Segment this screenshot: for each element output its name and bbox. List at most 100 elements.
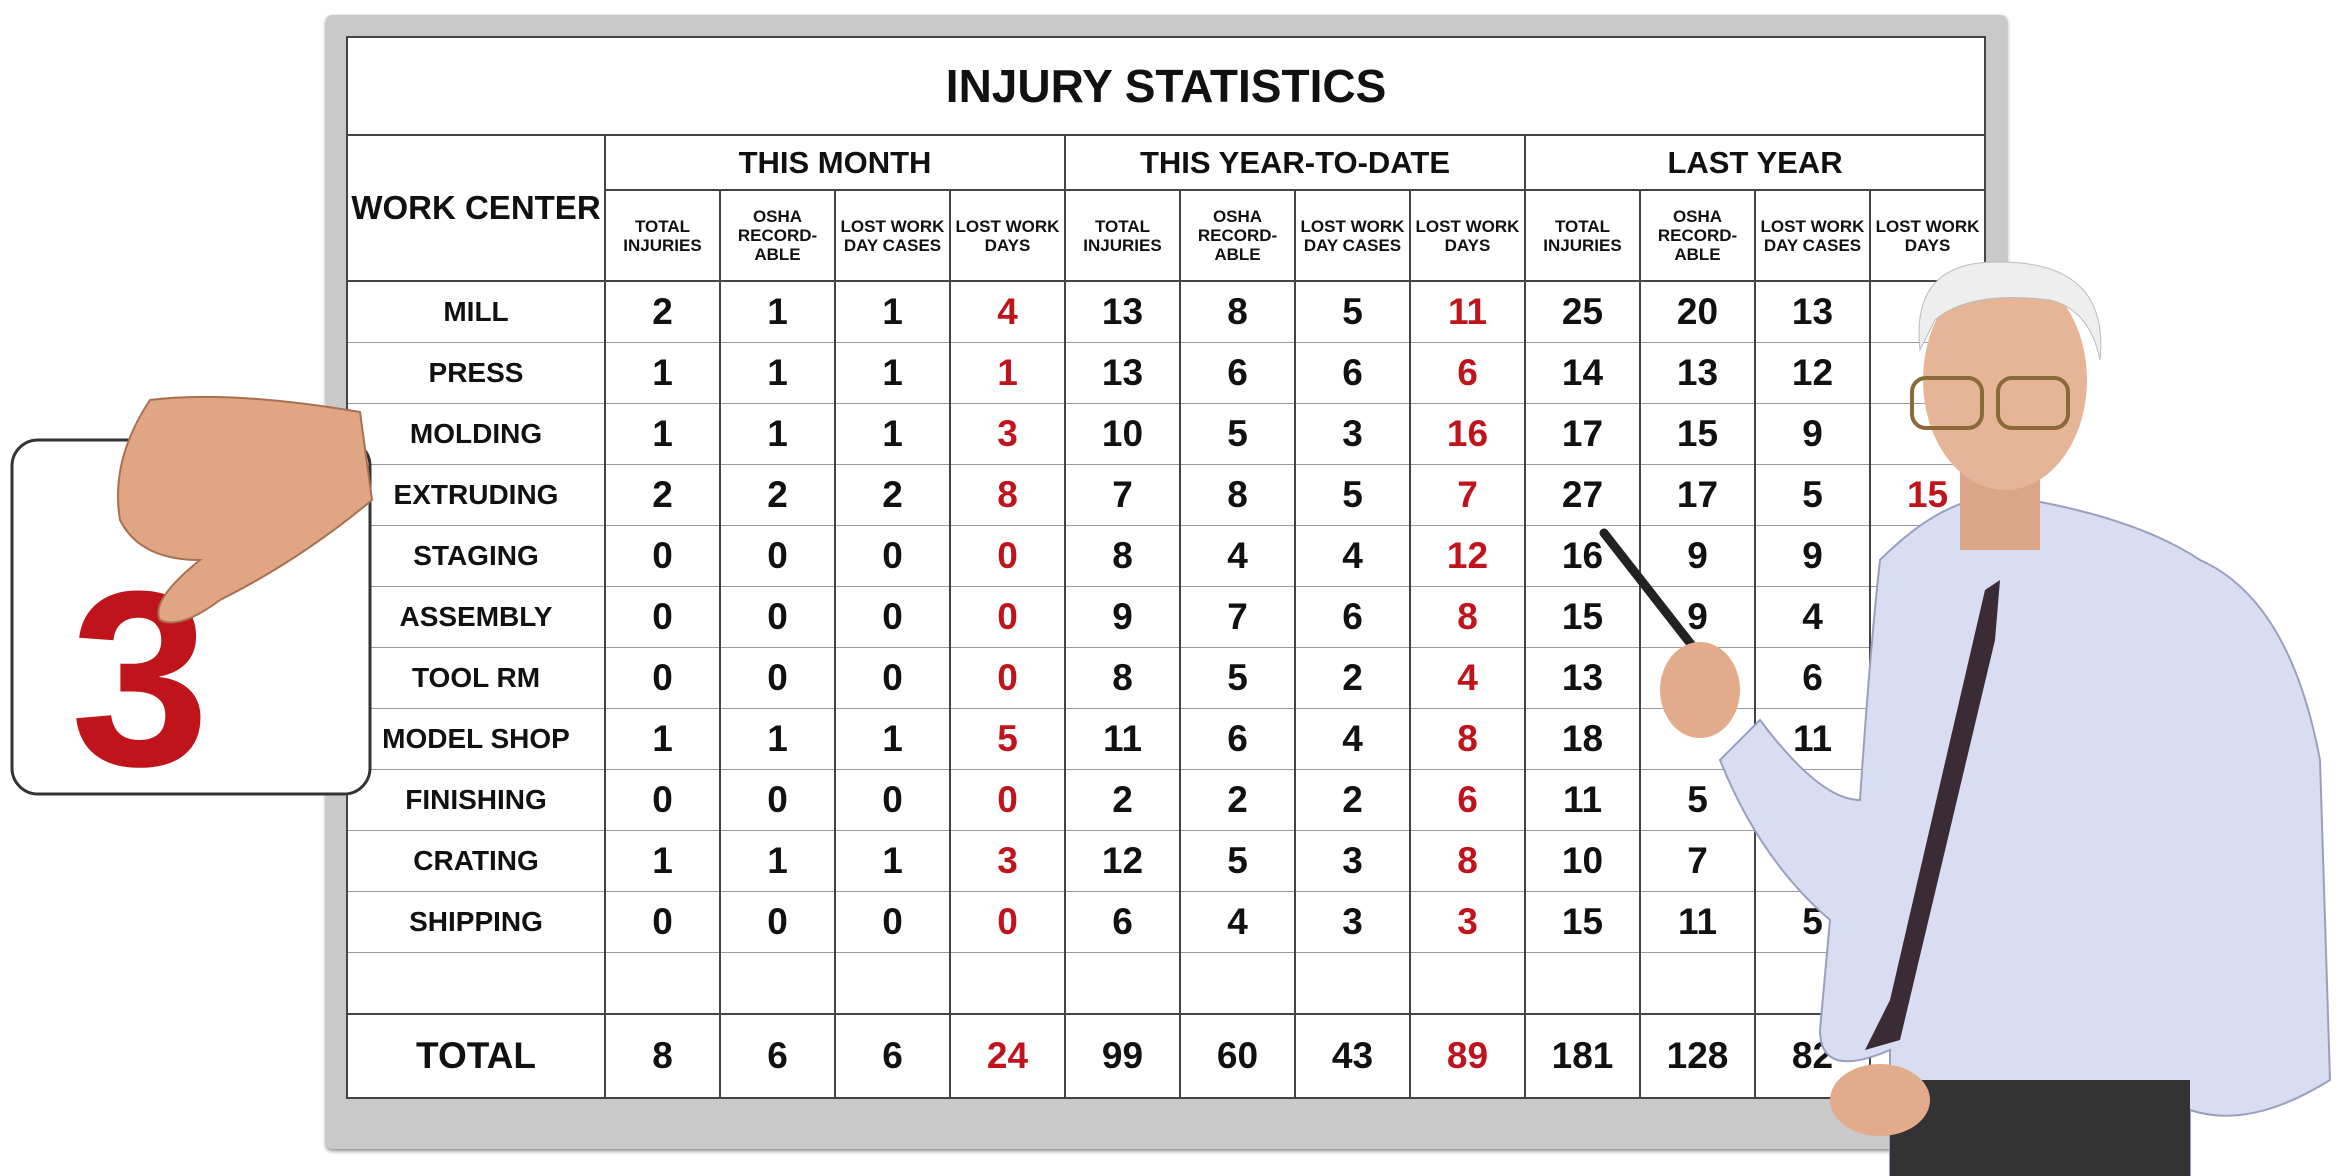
column-subheader: LOST WORK DAYS (1868, 189, 1987, 282)
cell-value: 7 (1409, 464, 1526, 526)
cell-value: 60 (1179, 1013, 1296, 1099)
table-row: EXTRUDING 2 2 2 8 7 8 5 7 27 17 5 15 (346, 464, 1987, 526)
column-subheader: LOST WORK DAYS (949, 189, 1066, 282)
row-label: TOTAL (346, 1013, 606, 1099)
cell-value: 0 (604, 586, 721, 648)
row-label: SHIPPING (346, 891, 606, 953)
hair (1918, 261, 2102, 361)
cell-value: 0 (949, 647, 1066, 709)
cell-value: 6 (1409, 342, 1526, 404)
table-row: FINISHING 0 0 0 0 2 2 2 6 11 5 (346, 769, 1987, 831)
cell-value: 11 (1409, 280, 1526, 343)
cell-value: 0 (604, 769, 721, 831)
cell-value: 18 (1524, 708, 1641, 770)
cell-value: 7 (1179, 586, 1296, 648)
cell-value: 8 (949, 464, 1066, 526)
cell-value (949, 952, 1066, 1015)
row-label: EXTRUDING (346, 464, 606, 526)
cell-value: 0 (604, 891, 721, 953)
cell-value: 0 (719, 525, 836, 587)
tie (1865, 580, 2000, 1050)
other-hand (1830, 1064, 1930, 1136)
cell-value: 0 (834, 647, 951, 709)
cell-value: 5 (1179, 403, 1296, 465)
cell-value: 89 (1409, 1013, 1526, 1099)
cell-value: 9 (1754, 403, 1871, 465)
row-label (346, 952, 606, 1015)
cell-value: 0 (604, 647, 721, 709)
cell-value: 5 (1294, 280, 1411, 343)
column-subheader: TOTAL INJURIES (604, 189, 721, 282)
cell-value: 10 (1064, 403, 1181, 465)
cell-value: 8 (604, 1013, 721, 1099)
cell-value: 1 (834, 403, 951, 465)
cell-value: 15 (1524, 586, 1641, 648)
cell-value: 6 (834, 1013, 951, 1099)
table-row: PRESS 1 1 1 1 13 6 6 6 14 13 12 (346, 342, 1987, 404)
row-label: PRESS (346, 342, 606, 404)
cell-value: 1 (604, 342, 721, 404)
cell-value (1064, 952, 1181, 1015)
row-label: MOLDING (346, 403, 606, 465)
cell-value: 3 (1294, 830, 1411, 892)
cell-value: 3 (1294, 891, 1411, 953)
cell-value: 7 (1064, 464, 1181, 526)
cell-value: 8 (1179, 464, 1296, 526)
column-subheader: LOST WORK DAY CASES (1754, 189, 1871, 282)
glasses (1910, 376, 2070, 430)
cell-value (1639, 952, 1756, 1015)
table-row: ASSEMBLY00009768159420 (346, 586, 1987, 648)
cell-value: 1 (834, 342, 951, 404)
cell-value: 9 (1639, 525, 1756, 587)
cell-value: 0 (834, 769, 951, 831)
cell-value: 6 (1409, 769, 1526, 831)
column-subheader: TOTAL INJURIES (1524, 189, 1641, 282)
cell-value: 2 (834, 464, 951, 526)
column-subheader: TOTAL INJURIES (1064, 189, 1181, 282)
cell-value: 1 (719, 708, 836, 770)
cell-value: 1 (719, 280, 836, 343)
cell-value (1524, 952, 1641, 1015)
cell-value: 0 (949, 586, 1066, 648)
cell-value: 0 (719, 647, 836, 709)
cell-value: 3 (949, 403, 1066, 465)
cell-value: 5 (1294, 464, 1411, 526)
cell-value: 1 (834, 280, 951, 343)
cell-value: 8 (1409, 586, 1526, 648)
cell-value: 12 (1064, 830, 1181, 892)
group-header: LAST YEAR (1523, 134, 1987, 191)
cell-value: 8 (1179, 280, 1296, 343)
cell-value: 1 (949, 342, 1066, 404)
cell-value: 27 (1524, 464, 1641, 526)
column-subheader: LOST WORK DAYS (1409, 189, 1526, 282)
row-label: STAGING (346, 525, 606, 587)
cell-value: 6 (1064, 891, 1181, 953)
cell-value: 15 (1639, 403, 1756, 465)
cell-value: 0 (949, 525, 1066, 587)
row-label: CRATING (346, 830, 606, 892)
cell-value: 0 (834, 586, 951, 648)
cell-value: 24 (949, 1013, 1066, 1099)
cell-value: 4 (949, 280, 1066, 343)
cell-value: 6 (1179, 342, 1296, 404)
row-label: TOOL RM (346, 647, 606, 709)
cell-value: 15 (1524, 891, 1641, 953)
trousers (1890, 1080, 2190, 1176)
cell-value: 99 (1064, 1013, 1181, 1099)
cell-value: 4 (1754, 586, 1871, 648)
shirt (1718, 495, 2332, 1176)
cell-value: 0 (719, 769, 836, 831)
table-title: INJURY STATISTICS (345, 36, 1987, 136)
cell-value: 17 (1524, 403, 1641, 465)
group-header: THIS YEAR-TO-DATE (1064, 134, 1526, 191)
cell-value: 0 (834, 891, 951, 953)
table-row (346, 952, 1987, 1015)
column-subheader: OSHA RECORD-ABLE (1639, 189, 1756, 282)
cell-value: 1 (719, 403, 836, 465)
cell-value: 0 (834, 525, 951, 587)
cell-value (1409, 952, 1526, 1015)
row-label: FINISHING (346, 769, 606, 831)
cell-value: 6 (1179, 708, 1296, 770)
table-row: MOLDING 1 1 1 3 10 5 3 16 17 15 9 (346, 403, 1987, 465)
